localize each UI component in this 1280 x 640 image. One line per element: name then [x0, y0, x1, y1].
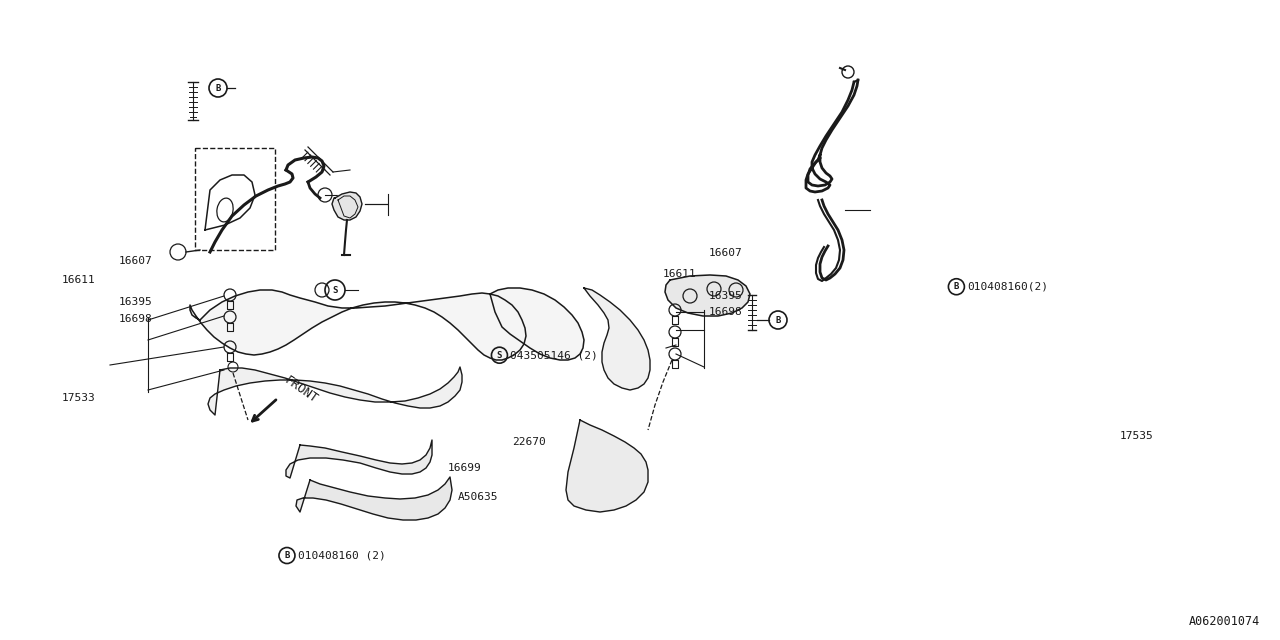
- Text: 16698: 16698: [709, 307, 742, 317]
- Text: 16611: 16611: [61, 275, 95, 285]
- Text: 16395: 16395: [709, 291, 742, 301]
- Text: 16607: 16607: [119, 256, 152, 266]
- Polygon shape: [666, 275, 750, 316]
- Text: B: B: [776, 316, 781, 324]
- Text: S: S: [497, 351, 502, 360]
- Polygon shape: [566, 420, 648, 512]
- Text: 16607: 16607: [709, 248, 742, 258]
- Text: A50635: A50635: [458, 492, 499, 502]
- Text: 010408160(2): 010408160(2): [968, 282, 1048, 292]
- Polygon shape: [332, 192, 362, 220]
- Text: 22670: 22670: [512, 436, 545, 447]
- Text: S: S: [333, 285, 338, 294]
- Text: B: B: [954, 282, 959, 291]
- Text: 16699: 16699: [448, 463, 481, 474]
- Text: 16611: 16611: [663, 269, 696, 279]
- Polygon shape: [207, 367, 462, 415]
- Text: 010408160 (2): 010408160 (2): [298, 550, 385, 561]
- Text: 043505146 (2): 043505146 (2): [511, 350, 598, 360]
- Text: 16395: 16395: [119, 297, 152, 307]
- Text: A062001074: A062001074: [1189, 615, 1260, 628]
- Text: B: B: [215, 83, 220, 93]
- Polygon shape: [490, 288, 584, 360]
- Polygon shape: [296, 477, 452, 520]
- Polygon shape: [285, 440, 433, 478]
- Text: 17535: 17535: [1120, 431, 1153, 442]
- Text: 17533: 17533: [61, 393, 95, 403]
- Text: 16698: 16698: [119, 314, 152, 324]
- Text: B: B: [284, 551, 289, 560]
- Polygon shape: [584, 288, 650, 390]
- Text: FRONT: FRONT: [282, 374, 320, 406]
- Polygon shape: [189, 290, 526, 360]
